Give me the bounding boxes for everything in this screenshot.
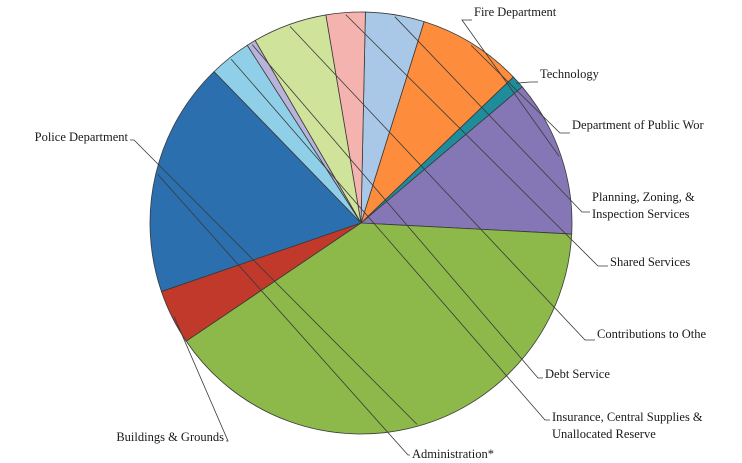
leader-technology [516, 81, 538, 84]
slice-department-of-public-wor [360, 21, 514, 224]
label-line: Police Department [35, 130, 129, 144]
label-line: Inspection Services [592, 207, 690, 221]
slice-labels: Fire Department Technology Department of P… [35, 5, 707, 461]
label-shared-services: Shared Services [610, 255, 690, 269]
label-buildings-grounds: Buildings & Grounds [116, 430, 224, 444]
label-line: Shared Services [610, 255, 690, 269]
label-contributions-to-othe: Contributions to Othe [597, 327, 706, 341]
leader-buildings-grounds [173, 316, 229, 442]
leader-contributions-to-othe [289, 26, 595, 341]
leader-shared-services [345, 14, 608, 267]
label-line: Department of Public Wor [572, 118, 705, 132]
label-department-of-public-wor: Department of Public Wor [572, 118, 705, 132]
label-police-department: Police Department [35, 130, 129, 144]
leader-planning-zoning-inspection-services [394, 16, 590, 213]
pie-slices [149, 11, 573, 435]
leader-fire-department [461, 19, 560, 157]
label-technology: Technology [540, 67, 600, 81]
label-line: Buildings & Grounds [116, 430, 224, 444]
label-line: Unallocated Reserve [552, 427, 656, 441]
label-line: Fire Department [474, 5, 557, 19]
leader-lines [130, 14, 608, 456]
leader-police-department [130, 139, 418, 425]
leader-department-of-public-wor [470, 45, 570, 134]
leader-administration [157, 174, 410, 456]
leader-insurance-central-supplies-unallocated-reserve [230, 58, 550, 421]
label-administration: Administration* [412, 447, 494, 461]
label-insurance-central-supplies-unallocated-reserve: Insurance, Central Supplies & Unallocated… [552, 410, 703, 441]
label-line: Insurance, Central Supplies & [552, 410, 703, 424]
slice-administration [149, 71, 362, 293]
label-line: Technology [540, 67, 600, 81]
slice-fire-department [359, 86, 573, 235]
label-planning-zoning-inspection-services: Planning, Zoning, & Inspection Services [592, 190, 695, 221]
label-line: Planning, Zoning, & [592, 190, 695, 204]
label-line: Administration* [412, 447, 494, 461]
label-fire-department: Fire Department [474, 5, 557, 19]
label-line: Contributions to Othe [597, 327, 706, 341]
slice-police-department [185, 222, 573, 435]
label-line: Debt Service [545, 367, 610, 381]
leader-debt-service [251, 44, 543, 379]
label-debt-service: Debt Service [545, 367, 610, 381]
